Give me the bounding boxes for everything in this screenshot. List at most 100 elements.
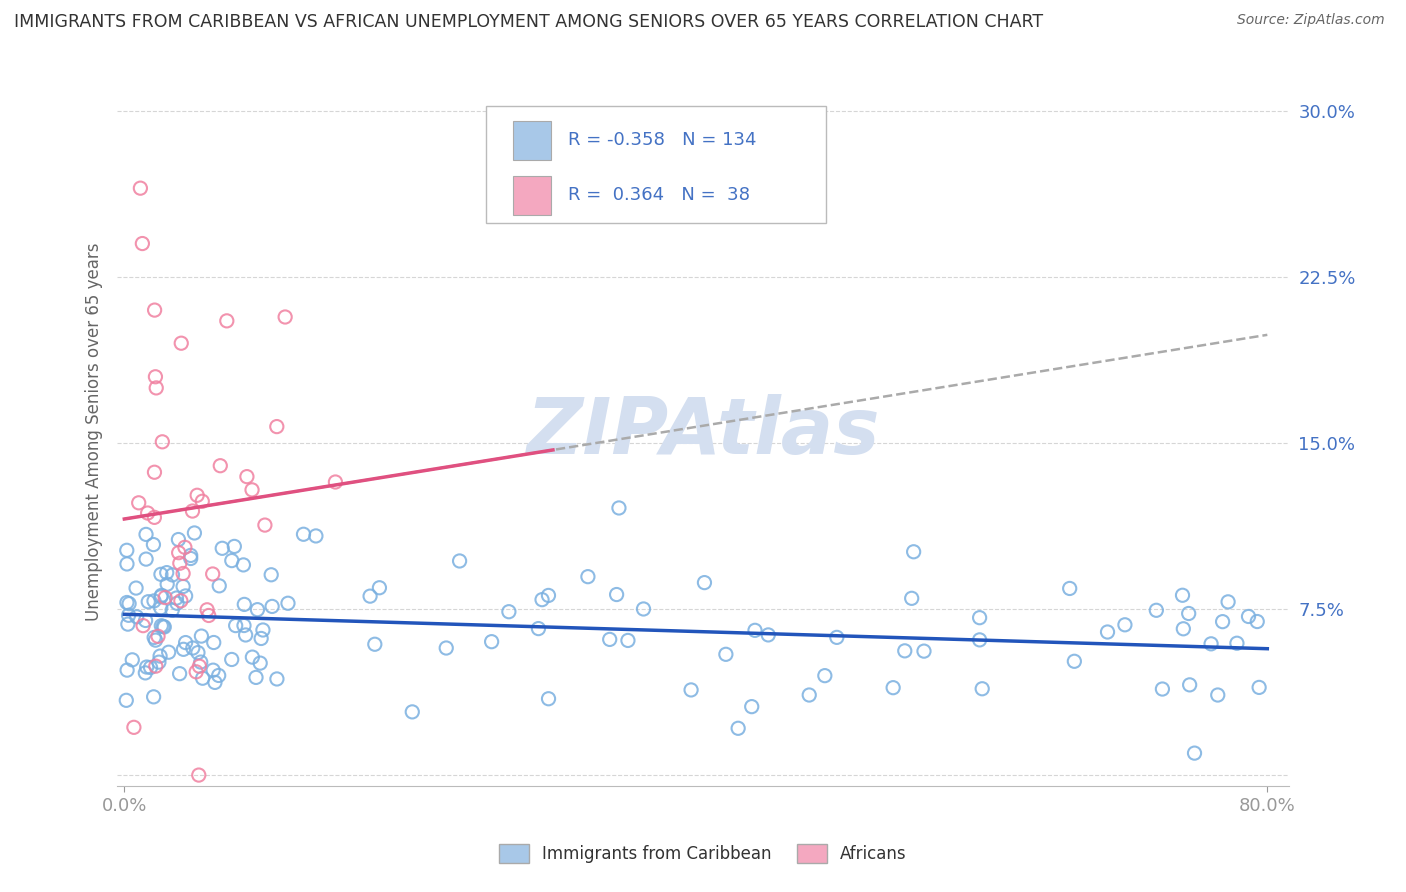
Point [135, 552, 157, 566]
Point [537, 691, 560, 706]
Point [969, 632, 991, 647]
Point [122, 720, 145, 734]
Point [145, 633, 167, 648]
Point [233, 618, 256, 632]
Text: ZIPAtlas: ZIPAtlas [526, 393, 880, 470]
Point [235, 628, 257, 642]
Point [174, 589, 197, 603]
Point [368, 581, 391, 595]
Point [195, 603, 218, 617]
Point [292, 527, 315, 541]
Point [180, 549, 202, 563]
Point [125, 609, 148, 624]
Point [233, 598, 256, 612]
Point [170, 336, 193, 351]
Point [714, 648, 737, 662]
Point [145, 381, 167, 395]
Point [197, 608, 219, 623]
Point [633, 602, 655, 616]
Point [187, 768, 209, 782]
Point [167, 533, 190, 547]
Point [825, 631, 848, 645]
Point [204, 675, 226, 690]
Text: R =  0.364   N =  38: R = 0.364 N = 38 [568, 186, 751, 204]
Point [756, 628, 779, 642]
Point [693, 575, 716, 590]
Point [260, 567, 283, 582]
Point [1173, 622, 1195, 636]
Point [146, 629, 169, 643]
Point [132, 618, 155, 632]
Point [174, 635, 197, 649]
Point [191, 671, 214, 685]
Point [167, 546, 190, 560]
Point [1178, 678, 1201, 692]
Point [903, 545, 925, 559]
Text: R = -0.358   N = 134: R = -0.358 N = 134 [568, 131, 756, 149]
Point [191, 494, 214, 508]
Point [741, 699, 763, 714]
Point [125, 581, 148, 595]
Point [157, 645, 180, 659]
Point [606, 588, 628, 602]
Point [681, 682, 703, 697]
Point [172, 566, 194, 581]
Point [531, 592, 554, 607]
Point [117, 617, 139, 632]
Point [1206, 688, 1229, 702]
Point [181, 640, 204, 655]
Point [117, 608, 139, 623]
Point [1184, 746, 1206, 760]
Point [240, 483, 263, 497]
Point [232, 558, 254, 572]
Point [1249, 681, 1271, 695]
Point [131, 236, 153, 251]
Point [181, 504, 204, 518]
Bar [513, 176, 551, 214]
Point [215, 314, 238, 328]
Point [156, 566, 179, 580]
Point [143, 303, 166, 318]
Point [202, 635, 225, 649]
Point [128, 496, 150, 510]
Point [150, 619, 173, 633]
Point [262, 599, 284, 614]
Point [186, 665, 208, 679]
Point [252, 623, 274, 637]
Point [972, 681, 994, 696]
Y-axis label: Unemployment Among Seniors over 65 years: Unemployment Among Seniors over 65 years [86, 243, 103, 621]
Point [364, 637, 387, 651]
Point [481, 634, 503, 648]
Point [266, 419, 288, 434]
Point [143, 465, 166, 479]
Point [115, 557, 138, 571]
Point [900, 591, 922, 606]
Point [434, 640, 457, 655]
Point [149, 590, 172, 604]
Point [537, 589, 560, 603]
Point [1059, 582, 1081, 596]
Point [607, 500, 630, 515]
Point [134, 665, 156, 680]
Point [599, 632, 621, 647]
Point [744, 624, 766, 638]
Point [224, 540, 246, 554]
Point [172, 579, 194, 593]
Point [118, 597, 141, 611]
Point [143, 594, 166, 608]
Point [245, 670, 267, 684]
Point [165, 591, 187, 605]
Point [145, 369, 167, 384]
Point [527, 622, 550, 636]
Text: Source: ZipAtlas.com: Source: ZipAtlas.com [1237, 13, 1385, 28]
Point [160, 603, 183, 617]
Point [156, 577, 179, 591]
Point [149, 567, 172, 582]
Point [121, 653, 143, 667]
Point [274, 310, 297, 324]
Point [249, 656, 271, 670]
Point [209, 458, 232, 473]
Point [150, 588, 173, 602]
Point [136, 506, 159, 520]
Point [1246, 615, 1268, 629]
